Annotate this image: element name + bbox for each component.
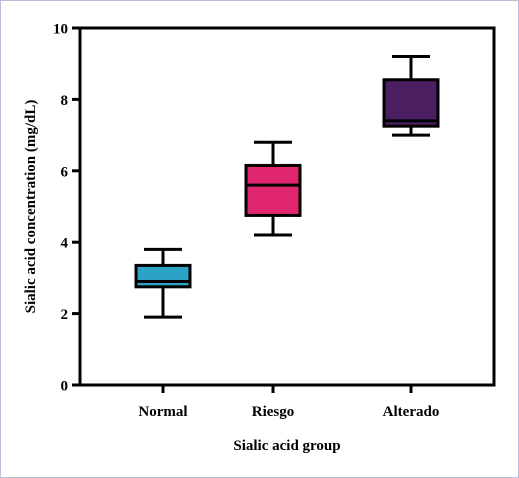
y-tick-label: 0 xyxy=(61,379,69,395)
x-tick-label-normal: Normal xyxy=(138,404,187,420)
box-riesgo xyxy=(244,163,302,217)
y-tick-label: 4 xyxy=(61,236,69,252)
y-tick-label: 8 xyxy=(61,93,69,109)
y-tick-label: 2 xyxy=(61,307,69,323)
plot-area: 0 2 4 6 8 10 Normal Riesgo Alterado xyxy=(53,22,496,420)
box-normal xyxy=(134,263,192,289)
axis-labels: Sialic acid concentration (mg/dL) Sialic… xyxy=(23,100,341,454)
y-tick-label: 6 xyxy=(61,164,69,180)
x-tick-label-riesgo: Riesgo xyxy=(252,404,295,420)
y-axis-label: Sialic acid concentration (mg/dL) xyxy=(23,100,39,314)
y-tick-label: 10 xyxy=(53,22,68,38)
x-tick-label-alterado: Alterado xyxy=(383,404,440,420)
box-alterado xyxy=(382,78,440,128)
x-axis-label: Sialic acid group xyxy=(233,438,340,454)
